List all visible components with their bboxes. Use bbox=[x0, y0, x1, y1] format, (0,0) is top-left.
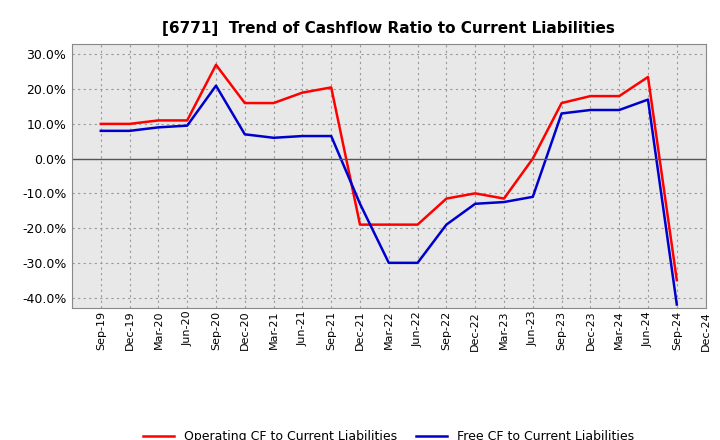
Free CF to Current Liabilities bbox=[298, 133, 307, 139]
Free CF to Current Liabilities bbox=[413, 260, 422, 265]
Operating CF to Current Liabilities bbox=[269, 100, 278, 106]
Operating CF to Current Liabilities bbox=[356, 222, 364, 227]
Free CF to Current Liabilities bbox=[183, 123, 192, 128]
Free CF to Current Liabilities bbox=[528, 194, 537, 199]
Free CF to Current Liabilities bbox=[327, 133, 336, 139]
Operating CF to Current Liabilities bbox=[672, 278, 681, 283]
Free CF to Current Liabilities bbox=[471, 201, 480, 206]
Free CF to Current Liabilities bbox=[644, 97, 652, 102]
Free CF to Current Liabilities bbox=[615, 107, 624, 113]
Operating CF to Current Liabilities bbox=[183, 118, 192, 123]
Free CF to Current Liabilities bbox=[125, 128, 134, 133]
Line: Operating CF to Current Liabilities: Operating CF to Current Liabilities bbox=[101, 65, 677, 280]
Free CF to Current Liabilities bbox=[557, 111, 566, 116]
Operating CF to Current Liabilities bbox=[154, 118, 163, 123]
Free CF to Current Liabilities bbox=[212, 83, 220, 88]
Operating CF to Current Liabilities bbox=[384, 222, 393, 227]
Free CF to Current Liabilities bbox=[154, 125, 163, 130]
Operating CF to Current Liabilities bbox=[471, 191, 480, 196]
Operating CF to Current Liabilities bbox=[615, 93, 624, 99]
Free CF to Current Liabilities bbox=[586, 107, 595, 113]
Operating CF to Current Liabilities bbox=[96, 121, 105, 127]
Free CF to Current Liabilities bbox=[384, 260, 393, 265]
Free CF to Current Liabilities bbox=[500, 199, 508, 205]
Operating CF to Current Liabilities bbox=[500, 196, 508, 201]
Operating CF to Current Liabilities bbox=[644, 74, 652, 80]
Free CF to Current Liabilities bbox=[240, 132, 249, 137]
Operating CF to Current Liabilities bbox=[125, 121, 134, 127]
Operating CF to Current Liabilities bbox=[413, 222, 422, 227]
Operating CF to Current Liabilities bbox=[327, 85, 336, 90]
Operating CF to Current Liabilities bbox=[557, 100, 566, 106]
Operating CF to Current Liabilities bbox=[586, 93, 595, 99]
Free CF to Current Liabilities bbox=[269, 135, 278, 140]
Operating CF to Current Liabilities bbox=[212, 62, 220, 67]
Free CF to Current Liabilities bbox=[672, 302, 681, 307]
Legend: Operating CF to Current Liabilities, Free CF to Current Liabilities: Operating CF to Current Liabilities, Fre… bbox=[138, 425, 639, 440]
Operating CF to Current Liabilities bbox=[240, 100, 249, 106]
Operating CF to Current Liabilities bbox=[528, 156, 537, 161]
Free CF to Current Liabilities bbox=[356, 201, 364, 206]
Line: Free CF to Current Liabilities: Free CF to Current Liabilities bbox=[101, 86, 677, 304]
Operating CF to Current Liabilities bbox=[298, 90, 307, 95]
Free CF to Current Liabilities bbox=[442, 222, 451, 227]
Operating CF to Current Liabilities bbox=[442, 196, 451, 201]
Title: [6771]  Trend of Cashflow Ratio to Current Liabilities: [6771] Trend of Cashflow Ratio to Curren… bbox=[163, 21, 615, 36]
Free CF to Current Liabilities bbox=[96, 128, 105, 133]
